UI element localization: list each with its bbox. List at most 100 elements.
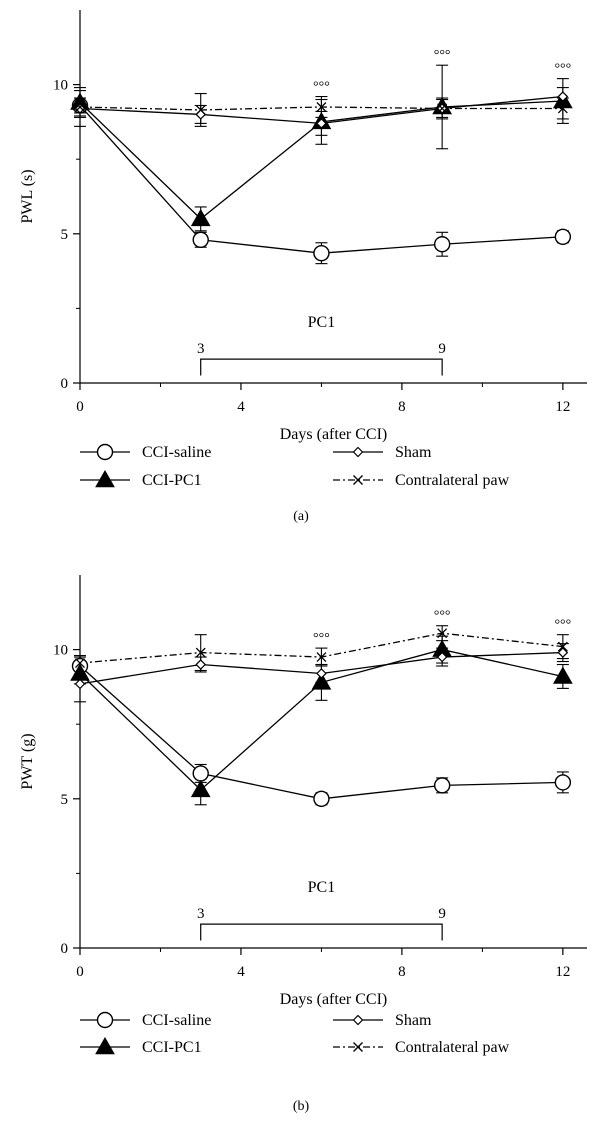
treatment-bracket: 3 9 PC1 [197, 314, 446, 376]
x-tick-label: 12 [555, 399, 570, 415]
bracket-start-label: 3 [197, 906, 205, 922]
data-point-x [195, 105, 206, 115]
data-point-circle [554, 774, 572, 791]
y-tick-label: 10 [53, 643, 68, 659]
y-tick-label: 5 [61, 792, 69, 808]
x-tick-label: 4 [237, 399, 245, 415]
x-tick-label: 0 [76, 399, 84, 415]
legend-item: CCI-PC1 [80, 1036, 202, 1056]
legend-item: Sham [333, 444, 432, 461]
legend-item: Contralateral paw [333, 472, 510, 489]
data-point-triangle [311, 672, 332, 690]
legend-item: Contralateral paw [333, 1039, 510, 1056]
x-marker-stroke [75, 658, 85, 668]
data-point-diamond [557, 647, 569, 658]
x-marker-stroke [75, 102, 85, 112]
legend-label: CCI-PC1 [142, 472, 202, 489]
data-point-triangle [552, 666, 573, 684]
data-point-x [75, 658, 85, 668]
bracket-line [200, 358, 443, 376]
x-tick-label: 12 [555, 964, 570, 980]
legend: CCI-saline CCI-PC1 Sham Contralateral paw [80, 443, 510, 489]
data-point-circle [433, 236, 451, 253]
legend-item: Sham [333, 1012, 432, 1029]
data-point-x [195, 647, 206, 658]
x-marker-stroke [557, 641, 568, 652]
x-marker-stroke [316, 652, 327, 663]
significance-marker: °°° [554, 618, 571, 633]
data-point-diamond [74, 678, 86, 690]
x-tick-label: 0 [76, 964, 84, 980]
legend-label: CCI-PC1 [142, 1039, 202, 1056]
significance-marker: °°° [434, 48, 451, 63]
panel-label: (a) [293, 509, 309, 524]
legend-label: Contralateral paw [395, 472, 510, 489]
data-point-triangle [190, 208, 211, 227]
legend-marker-circle [96, 443, 114, 461]
legend-marker-x [353, 475, 363, 485]
data-point-diamond [195, 109, 207, 120]
x-marker-stroke [437, 103, 448, 114]
x-tick-label: 8 [398, 399, 406, 415]
data-point-diamond [557, 91, 569, 102]
data-point-circle [313, 244, 330, 262]
treatment-label: PC1 [308, 314, 336, 331]
data-point-x [437, 103, 448, 114]
x-marker-stroke [195, 647, 206, 658]
chart-panel-b: 0 4 8 12 0 5 10 Days (after CCI) PWT (g) 3 9 PC1 °°°… [19, 575, 587, 1114]
data-point-x [437, 628, 448, 639]
legend-label: Sham [395, 1012, 432, 1029]
legend-label: Contralateral paw [395, 1039, 510, 1056]
x-marker-stroke [195, 105, 206, 115]
x-tick-label: 4 [237, 964, 245, 980]
x-marker-stroke [316, 102, 327, 112]
data-point-diamond [195, 659, 207, 670]
x-marker-stroke [557, 103, 568, 114]
y-axis-title: PWT (g) [19, 733, 36, 789]
treatment-label: PC1 [308, 879, 336, 896]
data-point-x [316, 652, 327, 663]
data-point-x [557, 103, 568, 114]
data-point-circle [192, 231, 209, 248]
data-point-circle [554, 228, 572, 245]
legend-marker-circle [96, 1011, 114, 1029]
legend-label: Sham [395, 444, 432, 461]
x-tick-label: 8 [398, 964, 406, 980]
significance-marker: °°° [554, 62, 571, 77]
x-marker-stroke [353, 475, 363, 485]
legend-item: CCI-saline [80, 1011, 211, 1029]
data-point-diamond [74, 103, 86, 114]
data-point-x [75, 102, 85, 112]
panel-label: (b) [293, 1099, 310, 1114]
legend-marker-triangle [95, 1036, 115, 1055]
data-point-circle [192, 765, 209, 782]
legend-marker-diamond [352, 1014, 364, 1026]
bracket-end-label: 9 [438, 341, 446, 357]
data-point-diamond [316, 118, 327, 129]
x-axis-title: Days (after CCI) [280, 991, 388, 1008]
x-marker-stroke [353, 1042, 363, 1052]
y-tick-label: 0 [61, 376, 69, 392]
y-tick-label: 5 [61, 227, 69, 243]
data-point-circle [433, 777, 451, 794]
legend-item: CCI-PC1 [80, 469, 202, 489]
data-point-diamond [436, 651, 448, 663]
data-point-x [316, 102, 327, 112]
x-axis-title: Days (after CCI) [280, 426, 388, 443]
data-point-triangle [190, 779, 211, 798]
y-tick-label: 10 [53, 78, 68, 94]
significance-marker: °°° [313, 631, 330, 646]
treatment-bracket: 3 9 PC1 [197, 879, 446, 941]
legend-item: CCI-saline [80, 443, 211, 461]
significance-marker: °°° [313, 80, 330, 95]
chart-panel-a: 0 4 8 12 0 5 10 Days (after CCI) PWL (s) 3 9 PC1 °°°… [19, 10, 587, 524]
legend-marker-x [353, 1042, 363, 1052]
data-point-diamond [316, 668, 327, 679]
x-marker-stroke [437, 628, 448, 639]
legend: CCI-saline CCI-PC1 Sham Contralateral paw [80, 1011, 510, 1056]
bracket-line [200, 923, 443, 941]
data-point-circle [313, 790, 330, 807]
legend-marker-diamond [352, 446, 364, 458]
bracket-end-label: 9 [438, 906, 446, 922]
